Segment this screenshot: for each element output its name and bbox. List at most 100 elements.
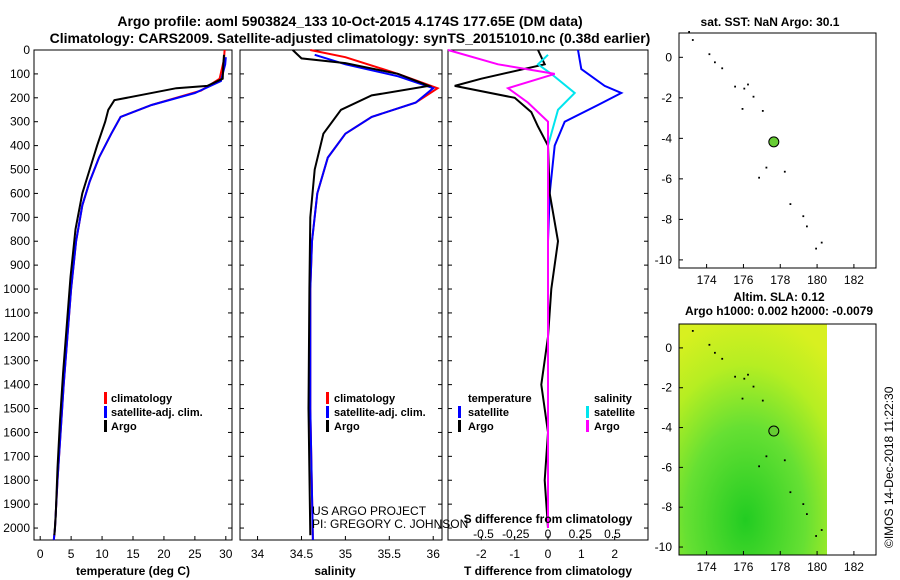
argo-float-marker xyxy=(768,425,780,437)
depth-axis: 0 100 200 300 400 500 600 700 800 900 1000 1100 1200… xyxy=(3,43,30,535)
argo-float-marker xyxy=(768,136,780,148)
x-tick-label: 36 xyxy=(427,547,441,561)
island-dot xyxy=(691,330,694,332)
sst-map-title: sat. SST: NaN Argo: 30.1 xyxy=(701,15,840,29)
legend-s-argo-swatch xyxy=(586,420,589,432)
map-x-tick-label: 182 xyxy=(844,273,864,287)
series-line-s-satellite xyxy=(536,54,577,528)
series-line-climatology xyxy=(309,49,440,541)
legend-climatology-swatch xyxy=(326,392,329,404)
depth-tick-label: 500 xyxy=(10,163,30,177)
legend-argo-swatch xyxy=(104,420,107,432)
figure-title-line1: Argo profile: aoml 5903824_133 10-Oct-20… xyxy=(117,13,582,29)
salinity-legend: climatology satellite-adj. clim. Argo xyxy=(326,392,426,433)
legend-climatology-swatch xyxy=(104,392,107,404)
x-tick-label: -2 xyxy=(476,547,487,561)
island-dot xyxy=(741,397,744,400)
s-tick-label: -0.5 xyxy=(473,527,494,541)
island-dot xyxy=(714,61,716,64)
depth-tick-label: 700 xyxy=(10,210,30,224)
legend-climatology-label: climatology xyxy=(111,393,173,405)
s-tick-label: 0.25 xyxy=(569,527,593,541)
depth-tick-label: 600 xyxy=(10,186,30,200)
series-line-t-argo xyxy=(454,49,560,529)
series-line-s-argo xyxy=(447,49,555,528)
difference-panel: -2 -1 0 1 2 -0.5 -0.25 0 0.25 0.5 S difference f… xyxy=(447,49,649,578)
legend-argo-swatch xyxy=(326,420,329,432)
depth-tick-label: 1000 xyxy=(3,282,30,296)
t-difference-xlabel: T difference from climatology xyxy=(464,564,632,578)
legend-satellite-swatch xyxy=(326,406,329,418)
s-tick-label: 0.5 xyxy=(604,527,621,541)
depth-tick-label: 1800 xyxy=(3,473,30,487)
s-difference-xlabel: S difference from climatology xyxy=(464,512,633,526)
salinity-xlabel: salinity xyxy=(314,564,356,578)
map-y-tick-label: -10 xyxy=(655,253,673,267)
credit-line2: PI: GREGORY C. JOHNSON xyxy=(312,517,468,531)
island-dot xyxy=(783,170,786,173)
island-dot xyxy=(783,459,786,462)
legend-satellite-swatch xyxy=(104,406,107,418)
island-dot xyxy=(806,513,808,515)
x-tick-label: 34.5 xyxy=(290,547,314,561)
temperature-panel: 0 5 10 15 20 25 30 temperature (deg C) climato… xyxy=(33,49,233,578)
x-tick-label: 5 xyxy=(68,547,75,561)
map-y-tick-label: -2 xyxy=(661,91,672,105)
x-tick-label: 35.5 xyxy=(378,547,402,561)
island-dot xyxy=(765,455,768,458)
x-tick-label: 35 xyxy=(339,547,353,561)
island-dot xyxy=(761,110,764,112)
sst-map-frame xyxy=(678,32,877,269)
x-tick-label: 30 xyxy=(219,547,233,561)
island-dot xyxy=(802,215,805,218)
map-x-tick-label: 180 xyxy=(807,560,827,574)
depth-tick-label: 1200 xyxy=(3,330,30,344)
sst-map-panel: sat. SST: NaN Argo: 30.1 174 176 178 180 182… xyxy=(655,15,877,287)
island-dot xyxy=(820,241,823,244)
island-dot xyxy=(815,247,817,250)
x-tick-label: 0 xyxy=(545,547,552,561)
x-tick-label: 20 xyxy=(157,547,171,561)
legend-t-argo-label: Argo xyxy=(468,421,494,433)
map-x-tick-label: 180 xyxy=(807,273,827,287)
legend-s-argo-label: Argo xyxy=(594,421,620,433)
island-dot xyxy=(688,31,690,33)
island-dot xyxy=(708,53,711,56)
depth-tick-label: 0 xyxy=(23,43,30,57)
island-dot xyxy=(721,357,724,360)
salinity-panel: 34 34.5 35 35.5 36 salinity climatology sate… xyxy=(239,49,468,578)
sla-map-title1: Altim. SLA: 0.12 xyxy=(733,290,825,304)
x-tick-label: 25 xyxy=(188,547,202,561)
island-dot xyxy=(734,375,736,378)
legend-s-satellite-label: satellite xyxy=(594,407,635,419)
depth-tick-label: 1700 xyxy=(3,449,30,463)
sla-map-title2: Argo h1000: 0.002 h2000: -0.0079 xyxy=(685,304,873,318)
depth-tick-label: 1500 xyxy=(3,402,30,416)
x-tick-label: 0 xyxy=(37,547,44,561)
depth-tick-label: 800 xyxy=(10,234,30,248)
island-dot xyxy=(789,203,792,205)
series-line-argo xyxy=(292,49,433,536)
depth-tick-label: 1600 xyxy=(3,425,30,439)
depth-tick-label: 200 xyxy=(10,91,30,105)
legend-satellite-label: satellite-adj. clim. xyxy=(334,407,426,419)
map-y-tick-label: -2 xyxy=(661,381,672,395)
depth-tick-label: 1400 xyxy=(3,378,30,392)
temperature-frame xyxy=(33,49,233,541)
island-dot xyxy=(820,529,823,531)
map-y-tick-label: 0 xyxy=(665,50,672,64)
island-dot xyxy=(708,343,711,346)
map-x-tick-label: 176 xyxy=(733,560,753,574)
map-y-tick-label: -10 xyxy=(655,540,673,554)
map-x-tick-label: 174 xyxy=(697,273,717,287)
island-dot xyxy=(714,351,716,354)
island-dot xyxy=(734,85,736,88)
island-dot xyxy=(752,385,755,388)
s-tick-label: -0.25 xyxy=(502,527,530,541)
map-x-tick-label: 178 xyxy=(770,560,790,574)
map-x-tick-label: 182 xyxy=(844,560,864,574)
legend-t-satellite-swatch xyxy=(458,406,461,418)
island-dot xyxy=(815,535,817,537)
legend-salinity-title: salinity xyxy=(594,393,633,405)
map-x-tick-label: 176 xyxy=(733,273,753,287)
